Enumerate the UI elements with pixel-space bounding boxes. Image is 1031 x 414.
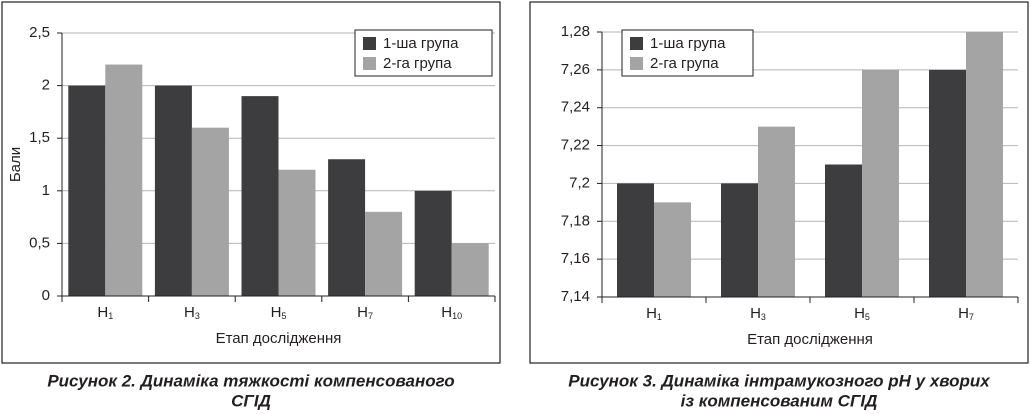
bar bbox=[862, 69, 899, 297]
bar bbox=[278, 169, 316, 296]
bar bbox=[617, 183, 654, 297]
y-tick-label: 7,22 bbox=[561, 137, 590, 154]
y-tick-label: 7,2 bbox=[569, 174, 590, 191]
y-tick-label: 7,24 bbox=[561, 99, 590, 116]
x-axis-label: Етап дослідження bbox=[747, 331, 873, 348]
y-tick-label: 0 bbox=[42, 287, 50, 304]
y-tick-label: 2 bbox=[42, 77, 50, 94]
y-axis-label: Бали bbox=[7, 147, 24, 182]
legend-box bbox=[621, 29, 754, 77]
chart-frame bbox=[1, 1, 501, 364]
legend-label: 1-ша група bbox=[383, 35, 459, 52]
bar bbox=[451, 243, 489, 296]
bar bbox=[328, 159, 366, 296]
bar bbox=[654, 202, 691, 297]
y-tick-label: 1 bbox=[42, 182, 50, 199]
y-tick-label: 7,14 bbox=[561, 288, 590, 305]
x-tick-label: H1 bbox=[97, 304, 113, 321]
bar bbox=[105, 64, 143, 296]
legend-label: 2-га група bbox=[383, 55, 452, 72]
y-tick-label: 7,26 bbox=[561, 61, 590, 78]
bar bbox=[365, 211, 403, 296]
x-tick-label: H3 bbox=[750, 305, 766, 322]
bar bbox=[241, 96, 279, 297]
caption: Рисунок 3. Динаміка інтрамукозного pH у … bbox=[568, 371, 991, 390]
x-tick-label: H7 bbox=[357, 304, 373, 321]
legend-label: 1-ша група bbox=[650, 35, 726, 52]
legend-swatch bbox=[630, 37, 643, 50]
legend-swatch bbox=[363, 37, 376, 50]
y-tick-label: 7,16 bbox=[561, 250, 590, 267]
bar bbox=[68, 85, 106, 296]
caption: СГІД bbox=[231, 391, 271, 410]
legend-box bbox=[354, 29, 493, 77]
y-tick-label: 7,18 bbox=[561, 212, 590, 229]
bar bbox=[758, 126, 795, 298]
bar bbox=[929, 69, 966, 297]
bar bbox=[414, 190, 452, 296]
chart-frame bbox=[529, 1, 1029, 364]
x-tick-label: H1 bbox=[646, 305, 662, 322]
x-tick-label: H7 bbox=[958, 305, 974, 322]
y-tick-label: 2,5 bbox=[29, 24, 50, 41]
bar bbox=[721, 183, 758, 297]
caption: із компенсованим СГІД bbox=[681, 391, 878, 410]
x-tick-label: H3 bbox=[184, 304, 200, 321]
bar bbox=[191, 127, 229, 297]
caption: Рисунок 2. Динаміка тяжкості компенсован… bbox=[47, 371, 454, 390]
y-tick-label: 1,5 bbox=[29, 129, 50, 146]
bar bbox=[825, 164, 862, 297]
legend-swatch bbox=[363, 57, 376, 70]
x-axis-label: Етап дослідження bbox=[216, 330, 342, 347]
legend-label: 2-га група bbox=[650, 55, 719, 72]
x-tick-label: H10 bbox=[441, 304, 462, 321]
y-tick-label: 1,28 bbox=[561, 23, 590, 40]
y-tick-label: 0,5 bbox=[29, 234, 50, 251]
x-tick-label: H5 bbox=[271, 304, 287, 321]
x-tick-label: H5 bbox=[854, 305, 870, 322]
bar bbox=[966, 32, 1003, 297]
legend-swatch bbox=[630, 57, 643, 70]
bar bbox=[154, 85, 192, 296]
